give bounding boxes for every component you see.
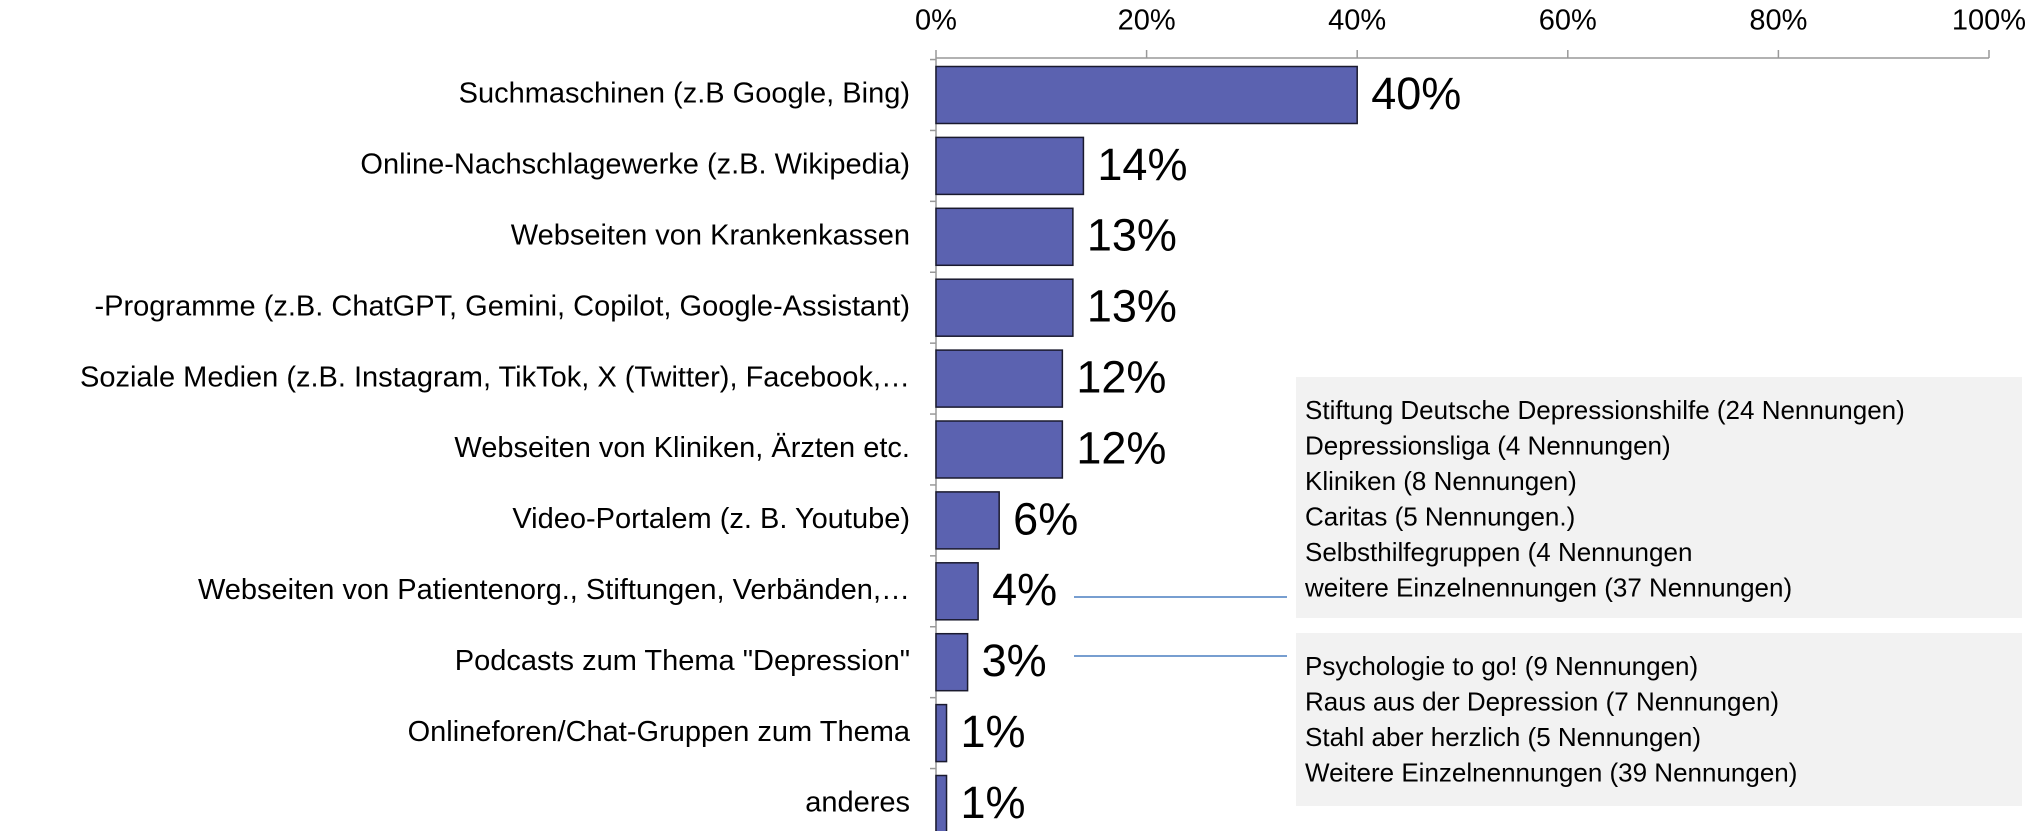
data-label: 3% <box>982 635 1047 686</box>
data-label: 13% <box>1087 210 1177 261</box>
data-label: 12% <box>1076 351 1166 402</box>
data-label: 1% <box>961 706 1026 757</box>
annotation-text: Caritas (5 Nennungen.) <box>1305 501 1575 531</box>
y-tick-label: Video-Portalem (z. B. Youtube) <box>512 503 910 535</box>
bar <box>935 65 1358 125</box>
bar <box>935 703 948 763</box>
annotation-text: weitere Einzelnennungen (37 Nennungen) <box>1304 572 1792 602</box>
bar <box>935 491 1000 550</box>
data-label: 14% <box>1097 139 1187 190</box>
y-tick-label: anderes <box>805 787 910 819</box>
x-tick-label: 40% <box>1328 5 1386 37</box>
data-label: 12% <box>1076 422 1166 473</box>
data-label: 40% <box>1371 68 1461 119</box>
data-label: 4% <box>992 564 1057 615</box>
annotation-text: Raus aus der Depression (7 Nennungen) <box>1305 686 1779 716</box>
bar <box>935 420 1064 479</box>
x-tick-label: 0% <box>915 5 957 37</box>
bar <box>935 562 979 621</box>
annotation-text: Stahl aber herzlich (5 Nennungen) <box>1305 722 1701 752</box>
y-tick-label: Onlineforen/Chat-Gruppen zum Thema <box>408 716 911 748</box>
x-tick-label: 100% <box>1952 5 2026 37</box>
bar <box>935 349 1064 408</box>
x-tick-label: 80% <box>1749 5 1807 37</box>
annotation-box <box>1296 377 2022 618</box>
data-label: 6% <box>1013 493 1078 544</box>
x-tick-label: 20% <box>1118 5 1176 37</box>
bar <box>935 632 969 692</box>
y-tick-label: Soziale Medien (z.B. Instagram, TikTok, … <box>80 361 910 393</box>
annotation-text: Selbsthilfegruppen (4 Nennungen <box>1305 537 1692 567</box>
data-label: 13% <box>1087 281 1177 332</box>
annotation-text: Kliniken (8 Nennungen) <box>1305 466 1577 496</box>
y-tick-label: Webseiten von Patientenorg., Stiftungen,… <box>198 574 910 606</box>
bar <box>935 207 1074 267</box>
bar <box>935 136 1085 196</box>
x-tick-label: 60% <box>1539 5 1597 37</box>
y-tick-label: Suchmaschinen (z.B Google, Bing) <box>459 78 910 110</box>
bar <box>935 278 1074 337</box>
annotation-box <box>1296 633 2022 806</box>
data-label: 1% <box>961 777 1026 828</box>
y-tick-label: Online-Nachschlagewerke (z.B. Wikipedia) <box>360 149 910 181</box>
annotation-text: Depressionsliga (4 Nennungen) <box>1305 430 1671 460</box>
annotation-text: Stiftung Deutsche Depressionshilfe (24 N… <box>1305 395 1905 425</box>
y-tick-label: Webseiten von Kliniken, Ärzten etc. <box>454 432 910 464</box>
annotation-text: Weitere Einzelnennungen (39 Nennungen) <box>1305 757 1797 787</box>
y-tick-label: Podcasts zum Thema "Depression" <box>455 645 910 677</box>
y-tick-label: Webseiten von Krankenkassen <box>511 219 910 251</box>
y-tick-label: -Programme (z.B. ChatGPT, Gemini, Copilo… <box>95 290 910 322</box>
annotation-text: Psychologie to go! (9 Nennungen) <box>1305 651 1698 681</box>
bar <box>935 774 948 831</box>
